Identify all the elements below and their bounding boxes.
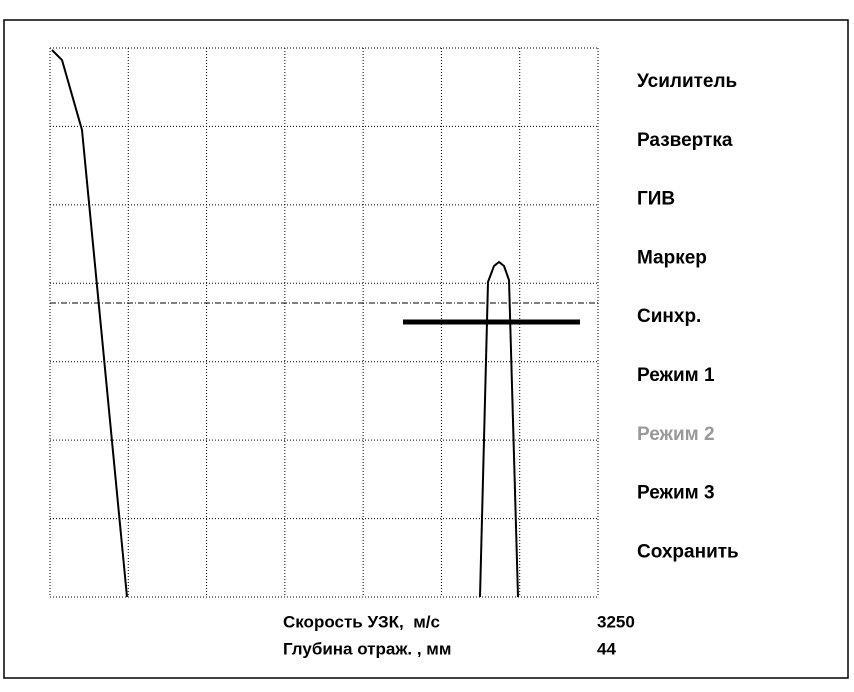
status-value: 3250 <box>597 612 635 631</box>
echo-pulse <box>479 260 519 598</box>
status-label: Глубина отраж. , мм <box>283 639 451 658</box>
status-bar: Скорость УЗК, м/с 3250 Глубина отраж. , мм… <box>283 612 635 658</box>
menu-item[interactable]: Режим 3 <box>637 483 715 504</box>
status-value: 44 <box>597 639 616 658</box>
menu: Усилитель Развертка ГИВ Маркер Синхр. Режим 1… <box>637 71 739 562</box>
scan-grid <box>49 47 599 598</box>
probe-pulse <box>51 49 128 598</box>
menu-item[interactable]: Развертка <box>637 130 733 151</box>
menu-item[interactable]: Сохранить <box>637 541 739 562</box>
frame <box>3 19 849 679</box>
menu-item[interactable]: Синхр. <box>637 306 701 327</box>
menu-item[interactable]: Усилитель <box>637 71 737 92</box>
menu-item[interactable]: Режим 1 <box>637 365 715 386</box>
status-label: Скорость УЗК, м/с <box>283 612 440 631</box>
menu-item[interactable]: ГИВ <box>637 189 675 210</box>
menu-item[interactable]: Маркер <box>637 247 707 268</box>
menu-item: Режим 2 <box>637 424 715 445</box>
